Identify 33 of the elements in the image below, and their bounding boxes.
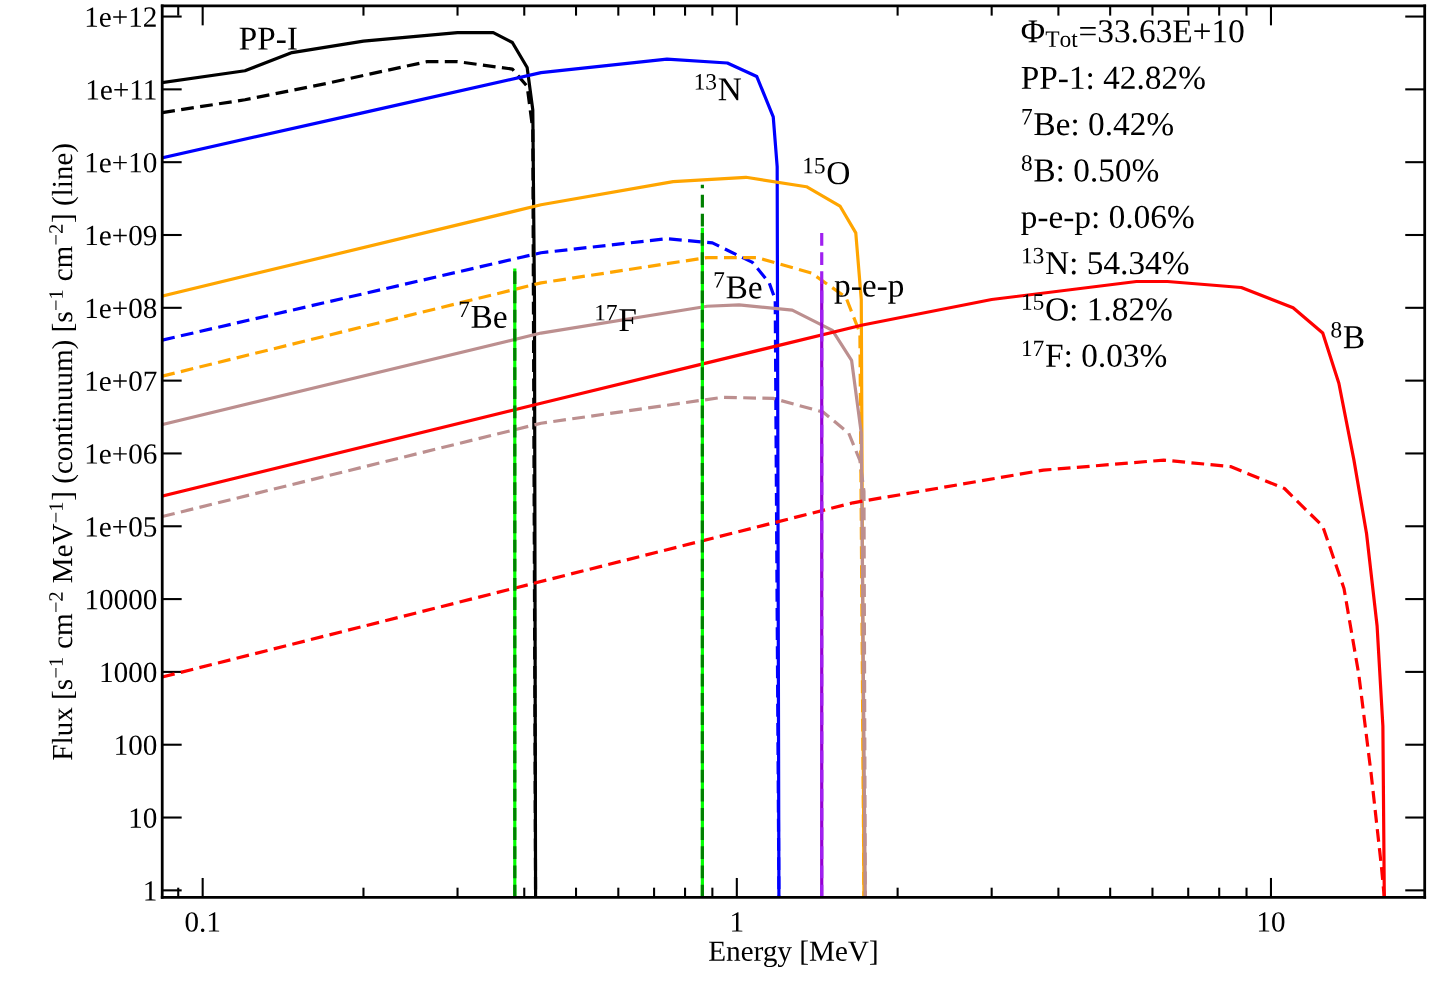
y-tick-label: 1e+10 [86, 152, 157, 173]
y-tick-label: 100 [116, 735, 157, 756]
annotation: $^{17}$F [596, 304, 636, 332]
y-tick-label: 10000 [87, 589, 157, 610]
annotation: PP-1: 42.82% [1021, 66, 1205, 90]
annotation: $^{15}$O [804, 157, 850, 185]
annotation: $^{7}$Be [714, 272, 762, 299]
y-tick-label: 1e+06 [86, 444, 157, 464]
annotation: p-e-p: 0.06% [1021, 205, 1194, 235]
y-tick-label: 1000 [101, 662, 157, 683]
annotation: $^{15}$O: 1.82% [1023, 294, 1172, 321]
y-tick-label: 1e+05 [86, 516, 157, 537]
annotation: PP-I [239, 27, 297, 50]
y-tick-label: 10 [130, 808, 157, 828]
y-tick-label: 1e+12 [86, 7, 156, 27]
annotation: $^{7}$Be [459, 301, 507, 329]
x-tick-label: 10 [1258, 912, 1285, 932]
annotation: $^{7}$Be: 0.42% [1022, 109, 1173, 136]
y-tick-label: 1e+11 [87, 80, 156, 100]
y-tick-label: 1e+07 [86, 371, 157, 392]
y-tick-label: 1e+09 [86, 225, 157, 246]
annotation: $^{13}$N: 54.34% [1023, 247, 1189, 275]
text: Flux [s$^{−1}$ cm$^{−2}$ MeV$^{−1}$] (continuum) [s$^{−1}$ cm$^{−2}$] (line) [49, 144, 79, 760]
annotation: $^{8}$B: 0.50% [1021, 155, 1159, 182]
y-tick-label: 1 [145, 881, 156, 901]
annotation: Φ$_{Tot}$=33.63E+10 [1021, 20, 1244, 48]
x-tick-label: 0.1 [185, 912, 220, 932]
annotation: $^{13}$N [695, 74, 742, 101]
x-tick-label: 1 [732, 912, 743, 932]
annotation: $^{8}$B [1331, 321, 1364, 349]
annotation: $^{17}$F: 0.03% [1023, 340, 1167, 368]
y-tick-label: 1e+08 [86, 298, 157, 319]
x-axis-title: Energy [MeV] [709, 940, 877, 968]
